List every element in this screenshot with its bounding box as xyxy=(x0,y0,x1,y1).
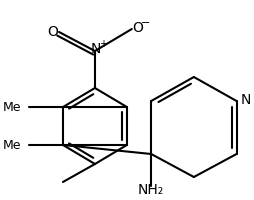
Text: NH₂: NH₂ xyxy=(138,182,164,196)
Text: O: O xyxy=(132,21,143,35)
Text: Me: Me xyxy=(3,139,21,152)
Text: N: N xyxy=(241,93,251,106)
Text: N: N xyxy=(91,42,101,56)
Text: O: O xyxy=(47,25,58,39)
Text: −: − xyxy=(141,18,150,28)
Text: Me: Me xyxy=(3,101,21,114)
Text: +: + xyxy=(99,39,107,49)
